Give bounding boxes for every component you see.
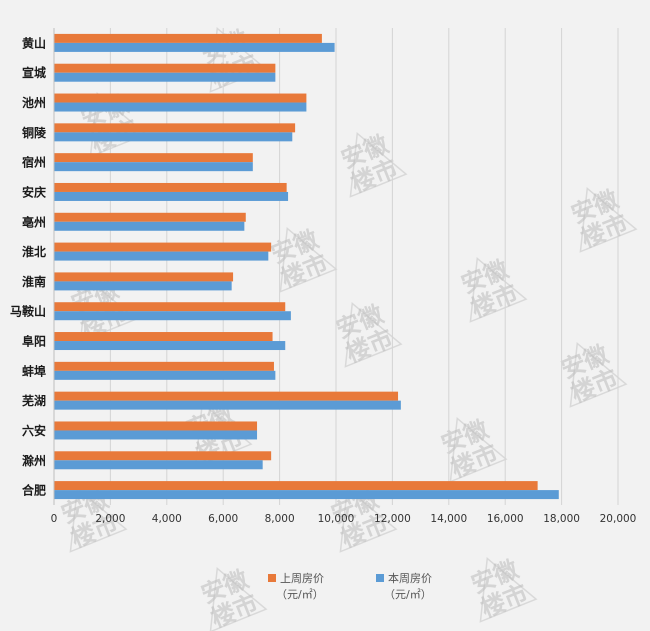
bar-this-week [54, 162, 253, 172]
bar-last-week [54, 391, 399, 401]
category-label: 宿州 [22, 155, 46, 170]
bar-this-week [54, 221, 245, 231]
category-label: 阜阳 [22, 334, 46, 349]
watermark-triangle [469, 257, 528, 323]
bar-last-week [54, 93, 307, 103]
category-label: 池州 [22, 95, 46, 110]
watermark-triangle [279, 227, 338, 293]
watermark-triangle [69, 487, 128, 553]
bar-last-week [54, 332, 273, 342]
bar-this-week [54, 490, 559, 500]
category-label: 黄山 [22, 35, 46, 50]
legend-series-name: 本周房价 [388, 571, 432, 585]
x-tick-label: 12,000 [374, 513, 411, 525]
bar-last-week [54, 481, 538, 491]
bar-this-week [54, 132, 293, 142]
x-tick-label: 10,000 [318, 513, 355, 525]
bar-this-week [54, 430, 258, 440]
x-tick-label: 18,000 [543, 513, 580, 525]
x-tick-label: 20,000 [600, 513, 637, 525]
category-label: 六安 [22, 423, 46, 438]
watermark-triangle [344, 302, 403, 368]
legend-series-unit: （元/㎡） [384, 588, 432, 601]
bar-this-week [54, 102, 307, 112]
x-tick-label: 6,000 [208, 513, 238, 525]
category-label: 淮北 [22, 244, 46, 259]
bar-last-week [54, 182, 287, 192]
bar-this-week [54, 72, 276, 82]
category-label: 芜湖 [22, 393, 46, 408]
category-label: 合肥 [22, 483, 46, 498]
x-tick-label: 0 [51, 513, 58, 525]
bar-this-week [54, 370, 276, 380]
x-tick-labels: 0 2,000 4,000 6,000 8,000 10,000 12,000 14,000 1… [51, 513, 637, 525]
bar-last-week [54, 242, 272, 252]
watermark-triangle [569, 342, 628, 408]
bar-this-week [54, 311, 291, 321]
watermark-triangle [449, 417, 508, 483]
bar-this-week [54, 191, 289, 201]
category-label: 铜陵 [22, 125, 47, 140]
bar-last-week [54, 421, 258, 431]
bar-this-week [54, 341, 286, 351]
bar-this-week [54, 281, 232, 291]
watermark-triangle [579, 187, 638, 253]
category-label: 宣城 [22, 65, 46, 80]
watermark-triangle [339, 487, 398, 553]
watermark-triangle [349, 132, 408, 198]
bar-last-week [54, 33, 322, 43]
bar-this-week [54, 400, 401, 410]
legend-swatch [268, 574, 276, 582]
x-tick-label: 4,000 [152, 513, 182, 525]
legend-series-name: 上周房价 [280, 572, 324, 585]
bar-last-week [54, 63, 276, 73]
x-tick-label: 14,000 [430, 513, 467, 525]
bar-last-week [54, 123, 296, 133]
bar-last-week [54, 212, 246, 222]
legend-series-unit: （元/㎡） [276, 588, 324, 601]
bar-this-week [54, 251, 269, 261]
legend: 上周房价 （元/㎡） 本周房价 （元/㎡） [268, 571, 432, 601]
category-label: 淮南 [22, 274, 46, 289]
bar-last-week [54, 302, 286, 312]
category-label: 亳州 [22, 214, 46, 229]
bar-last-week [54, 451, 272, 461]
category-label: 马鞍山 [10, 304, 46, 319]
bar-layer [54, 33, 559, 500]
bar-last-week [54, 153, 253, 163]
bar-this-week [54, 460, 263, 470]
category-label: 滁州 [22, 453, 46, 468]
watermark-triangle [209, 567, 268, 631]
x-tick-label: 2,000 [95, 513, 125, 525]
watermark-triangle [479, 557, 538, 623]
bar-this-week [54, 42, 335, 52]
x-tick-label: 16,000 [487, 513, 524, 525]
category-label: 安庆 [22, 184, 46, 199]
x-tick-label: 8,000 [265, 513, 295, 525]
category-label: 蚌埠 [22, 363, 46, 378]
bar-last-week [54, 361, 274, 371]
bar-last-week [54, 272, 234, 282]
legend-swatch [376, 574, 384, 582]
